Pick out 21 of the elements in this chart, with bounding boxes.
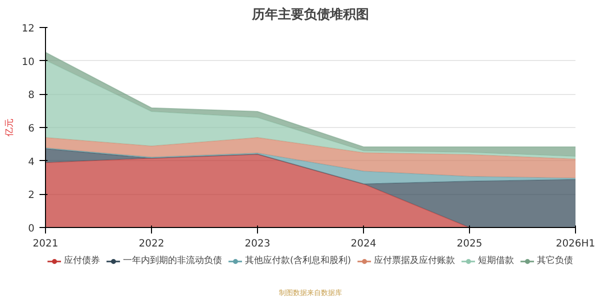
y-tick-label: 2 [28, 190, 35, 202]
legend-label: 应付票据及应付账款 [374, 254, 456, 267]
x-tick-label: 2022 [138, 238, 164, 250]
x-tick-label: 2023 [244, 238, 270, 250]
legend-label: 应付债券 [64, 254, 100, 267]
legend-label: 其他应付款(含利息和股利) [244, 254, 352, 267]
y-tick-label: 10 [22, 56, 35, 68]
y-tick-label: 8 [28, 90, 35, 102]
legend-label: 其它负债 [537, 254, 574, 267]
y-tick-label: 6 [28, 124, 35, 134]
legend-label: 一年内到期的非流动负债 [122, 254, 222, 267]
x-tick-label: 2021 [32, 238, 58, 250]
x-tick-label: 2024 [350, 238, 376, 250]
y-axis-title: 亿元 [4, 118, 14, 138]
y-tick-label: 4 [28, 156, 35, 168]
x-tick-label: 2026H1 [556, 238, 596, 250]
legend-label: 短期借款 [478, 254, 514, 267]
y-tick-label: 0 [28, 224, 35, 234]
x-tick-label: 2025 [456, 238, 482, 250]
chart-title: 历年主要负债堆积图 [251, 6, 369, 22]
y-tick-label: 12 [22, 24, 35, 34]
